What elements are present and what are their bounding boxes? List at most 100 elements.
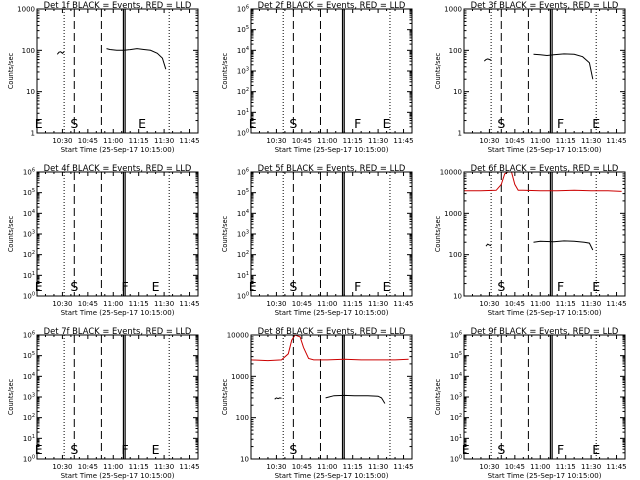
x-axis-label: Start Time (25-Sep-17 10:15:00) (488, 146, 602, 154)
panel-det7f: Det 7f BLACK = Events, RED = LLD Counts/s… (7, 326, 200, 480)
y-tick-label: 100 (237, 292, 249, 301)
x-tick-label: 11:15 (343, 300, 363, 308)
events-series-line (106, 48, 167, 70)
y-tick-label: 102 (23, 250, 35, 259)
y-tick-label: 100 (23, 455, 35, 464)
x-tick-label: 11:15 (129, 137, 149, 145)
plot-area (251, 335, 409, 459)
y-tick-label: 102 (237, 87, 249, 96)
panel-det2f: Det 2f BLACK = Events, RED = LLD Counts/s… (221, 0, 414, 154)
panel-det5f: Det 5f BLACK = Events, RED = LLD Counts/s… (221, 163, 414, 317)
y-tick-label: 106 (237, 5, 249, 14)
y-tick-label: 101 (237, 271, 249, 280)
y-axis-label: Counts/sec (7, 52, 15, 89)
x-tick-label: 11:45 (606, 300, 626, 308)
y-tick-label: 102 (23, 413, 35, 422)
x-tick-label: 10:45 (78, 463, 98, 471)
panel-title: Det 7f BLACK = Events, RED = LLD (44, 326, 192, 336)
x-tick-label: 10:45 (78, 300, 98, 308)
y-axis-label: Counts/sec (221, 378, 229, 415)
y-tick-label: 100 (449, 47, 462, 55)
marker-f: F (354, 279, 361, 294)
y-axis-label: Counts/sec (221, 215, 229, 252)
y-tick-label: 106 (23, 168, 35, 177)
marker-f: F (122, 442, 129, 457)
marker-s: S (497, 442, 505, 457)
y-tick-label: 104 (237, 46, 249, 55)
x-tick-label: 10:45 (505, 463, 525, 471)
marker-e: E (138, 116, 146, 131)
y-tick-label: 104 (450, 372, 462, 381)
x-axis-label: Start Time (25-Sep-17 10:15:00) (61, 472, 175, 480)
y-axis-label: Counts/sec (7, 215, 15, 252)
x-tick-label: 10:30 (479, 463, 499, 471)
y-tick-label: 103 (23, 230, 35, 239)
marker-f: F (557, 116, 564, 131)
y-tick-label: 105 (450, 351, 462, 360)
x-tick-label: 10:30 (266, 463, 286, 471)
x-tick-label: 11:15 (556, 137, 576, 145)
plot-frame (250, 334, 413, 460)
plot-frame (36, 8, 199, 134)
x-tick-label: 10:45 (292, 300, 312, 308)
y-tick-label: 101 (237, 108, 249, 117)
events-series-line (485, 243, 492, 247)
marker-s: S (70, 279, 78, 294)
plot-area (56, 9, 170, 133)
x-tick-label: 10:30 (479, 137, 499, 145)
x-tick-label: 11:45 (393, 137, 413, 145)
marker-e: E (35, 279, 43, 294)
x-tick-label: 11:30 (154, 300, 174, 308)
panel-title: Det 3f BLACK = Events, RED = LLD (471, 0, 619, 10)
x-tick-label: 11:00 (530, 300, 550, 308)
x-tick-label: 11:30 (581, 463, 601, 471)
x-tick-label: 11:00 (317, 137, 337, 145)
plot-frame (463, 8, 626, 134)
marker-f: F (122, 279, 129, 294)
y-tick-label: 104 (23, 372, 35, 381)
x-tick-label: 10:45 (78, 137, 98, 145)
y-tick-label: 105 (237, 25, 249, 34)
x-tick-label: 11:30 (368, 463, 388, 471)
y-tick-label: 10 (26, 88, 35, 96)
x-tick-label: 11:15 (556, 300, 576, 308)
y-tick-label: 102 (450, 413, 462, 422)
x-axis-label: Start Time (25-Sep-17 10:15:00) (275, 309, 389, 317)
x-tick-label: 11:45 (179, 463, 199, 471)
y-tick-label: 100 (450, 455, 462, 464)
panel-det4f: Det 4f BLACK = Events, RED = LLD Counts/s… (7, 163, 200, 317)
marker-e: E (383, 279, 391, 294)
panel-title: Det 9f BLACK = Events, RED = LLD (471, 326, 619, 336)
y-tick-label: 101 (23, 271, 35, 280)
x-tick-label: 11:30 (154, 137, 174, 145)
panel-det1f: Det 1f BLACK = Events, RED = LLD Counts/s… (7, 0, 200, 154)
y-axis-label: Counts/sec (221, 52, 229, 89)
panel-title: Det 8f BLACK = Events, RED = LLD (258, 326, 406, 336)
marker-e: E (35, 116, 43, 131)
y-tick-label: 1000 (231, 373, 249, 381)
plot-frame (463, 334, 626, 460)
y-tick-label: 100 (449, 251, 462, 259)
x-tick-label: 11:15 (343, 463, 363, 471)
x-tick-label: 11:30 (368, 137, 388, 145)
plot-frame (250, 171, 413, 297)
lld-series-line (464, 172, 622, 192)
y-tick-label: 10 (453, 88, 462, 96)
y-axis-label: Counts/sec (434, 215, 442, 252)
events-series-line (533, 240, 594, 251)
x-tick-label: 11:15 (343, 137, 363, 145)
y-tick-label: 1000 (444, 210, 462, 218)
y-tick-label: 10000 (440, 169, 462, 177)
lld-series-line (251, 335, 409, 362)
plot-area (483, 9, 597, 133)
marker-s: S (70, 116, 78, 131)
marker-s: S (497, 116, 505, 131)
x-tick-label: 11:00 (103, 300, 123, 308)
x-tick-label: 10:45 (505, 137, 525, 145)
x-tick-label: 11:15 (129, 300, 149, 308)
y-tick-label: 10 (240, 456, 249, 464)
x-tick-label: 10:45 (292, 137, 312, 145)
x-tick-label: 10:30 (266, 137, 286, 145)
x-tick-label: 11:30 (581, 300, 601, 308)
x-tick-label: 10:30 (52, 463, 72, 471)
